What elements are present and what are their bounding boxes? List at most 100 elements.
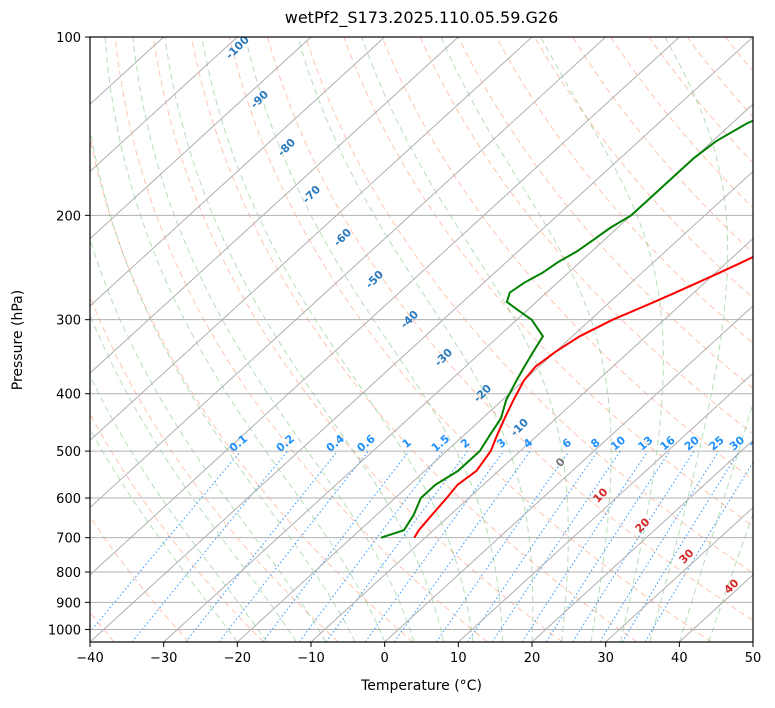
dry-adiabat xyxy=(457,37,753,389)
isotherm xyxy=(163,103,753,642)
x-tick-label: −20 xyxy=(224,651,251,666)
y-tick-label: 900 xyxy=(56,596,81,611)
mixing-ratio-line xyxy=(364,450,505,642)
x-tick-label: 0 xyxy=(381,651,389,666)
moist-adiabat xyxy=(708,513,753,642)
moist-adiabat-label: -80 xyxy=(275,136,298,159)
moist-adiabat xyxy=(540,37,664,642)
isotherm xyxy=(90,37,386,307)
moist-adiabat xyxy=(164,37,445,642)
dry-adiabat xyxy=(686,37,753,118)
isotherm xyxy=(90,37,753,642)
mixing-ratio-line xyxy=(491,450,621,642)
moist-adiabat-label: -70 xyxy=(300,183,323,206)
dry-adiabat xyxy=(495,37,753,344)
dry-adiabat-label: 0 xyxy=(553,455,568,470)
moist-adiabat xyxy=(440,37,612,642)
mixing-ratio-line xyxy=(467,450,599,642)
mixing-ratio-line xyxy=(521,450,649,642)
moist-adiabat xyxy=(361,37,569,642)
moist-adiabat xyxy=(90,237,327,642)
isotherm xyxy=(90,37,165,105)
moist-adiabat-label: -40 xyxy=(398,308,421,331)
x-tick-label: −10 xyxy=(297,651,324,666)
dry-adiabat-label: 40 xyxy=(722,576,742,596)
moist-adiabat xyxy=(90,374,268,642)
isotherm xyxy=(605,506,753,642)
moist-adiabat-label: -50 xyxy=(363,268,386,291)
isotherm xyxy=(90,37,680,576)
moist-adiabat-label: -10 xyxy=(508,416,531,439)
mixing-ratio-label: 30 xyxy=(727,433,747,453)
moist-adiabat xyxy=(90,125,356,642)
mixing-ratio-line xyxy=(545,450,671,642)
y-tick-label: 1000 xyxy=(48,623,81,638)
dry-adiabat xyxy=(610,37,753,209)
y-tick-label: 800 xyxy=(56,566,81,581)
isotherm xyxy=(90,37,533,442)
dry-adiabat xyxy=(763,37,775,642)
mixing-ratio-line xyxy=(325,450,468,642)
dry-adiabat xyxy=(648,37,753,164)
moist-adiabat xyxy=(649,37,729,642)
mixing-ratio-label: 16 xyxy=(658,433,678,453)
isotherm xyxy=(90,37,312,240)
x-tick-label: 20 xyxy=(524,651,541,666)
mixing-ratio-label: 36 xyxy=(748,433,768,453)
moist-adiabat xyxy=(678,401,753,642)
isotherm xyxy=(384,305,753,642)
moist-adiabat-label: -30 xyxy=(432,346,455,369)
mixing-ratio-label: 25 xyxy=(707,434,727,454)
dry-adiabat xyxy=(114,37,488,642)
dry-adiabat xyxy=(724,37,753,72)
plot-frame xyxy=(89,36,754,643)
mixing-ratio-line xyxy=(435,450,570,642)
dry-adiabat xyxy=(90,515,190,642)
temperature-line xyxy=(413,255,753,539)
x-tick-label: −30 xyxy=(150,651,177,666)
isotherm xyxy=(310,237,753,642)
mixing-ratio-line xyxy=(90,450,242,633)
dry-adiabat xyxy=(90,295,339,642)
dry-adiabat xyxy=(381,37,753,481)
moist-adiabat xyxy=(104,37,386,642)
mixing-ratio-label: 13 xyxy=(635,434,655,454)
x-tick-label: 10 xyxy=(450,651,467,666)
y-tick-label: 600 xyxy=(56,492,81,507)
dry-adiabat xyxy=(572,37,753,254)
dry-adiabat xyxy=(229,37,712,642)
mixing-ratio-label: 2 xyxy=(458,436,472,451)
isotherm xyxy=(236,170,753,642)
isotherm xyxy=(90,37,459,374)
dry-adiabat xyxy=(305,37,753,574)
moist-adiabat xyxy=(201,37,474,642)
x-tick-label: 40 xyxy=(671,651,688,666)
dry-adiabat xyxy=(90,135,414,642)
x-axis-label: Temperature (°C) xyxy=(361,678,482,694)
mixing-ratio-line xyxy=(621,450,740,642)
mixing-ratio-label: 1 xyxy=(400,436,414,451)
isotherm xyxy=(752,641,753,642)
mixing-ratio-line xyxy=(572,450,695,642)
x-tick-label: −40 xyxy=(76,651,103,666)
x-tick-label: 50 xyxy=(745,651,762,666)
y-tick-label: 400 xyxy=(56,388,81,403)
dry-adiabat-label: 20 xyxy=(633,515,653,535)
mixing-ratio-label: 8 xyxy=(588,436,602,451)
y-tick-label: 100 xyxy=(56,31,81,46)
isotherm xyxy=(90,37,607,509)
isotherm xyxy=(531,439,753,642)
mixing-ratio-line xyxy=(298,450,444,642)
mixing-ratio-label: 3 xyxy=(494,436,508,451)
mixing-ratio-line xyxy=(599,450,720,642)
x-tick-label: 30 xyxy=(597,651,614,666)
y-tick-label: 200 xyxy=(56,209,81,224)
dry-adiabat xyxy=(267,37,753,622)
mixing-ratio-line xyxy=(131,450,289,642)
moist-adiabat-label: -20 xyxy=(471,382,494,405)
mixing-ratio-label: 20 xyxy=(682,433,702,453)
dry-adiabat xyxy=(190,37,638,642)
moist-adiabat xyxy=(245,37,503,642)
dry-adiabat-label: 10 xyxy=(591,485,611,505)
